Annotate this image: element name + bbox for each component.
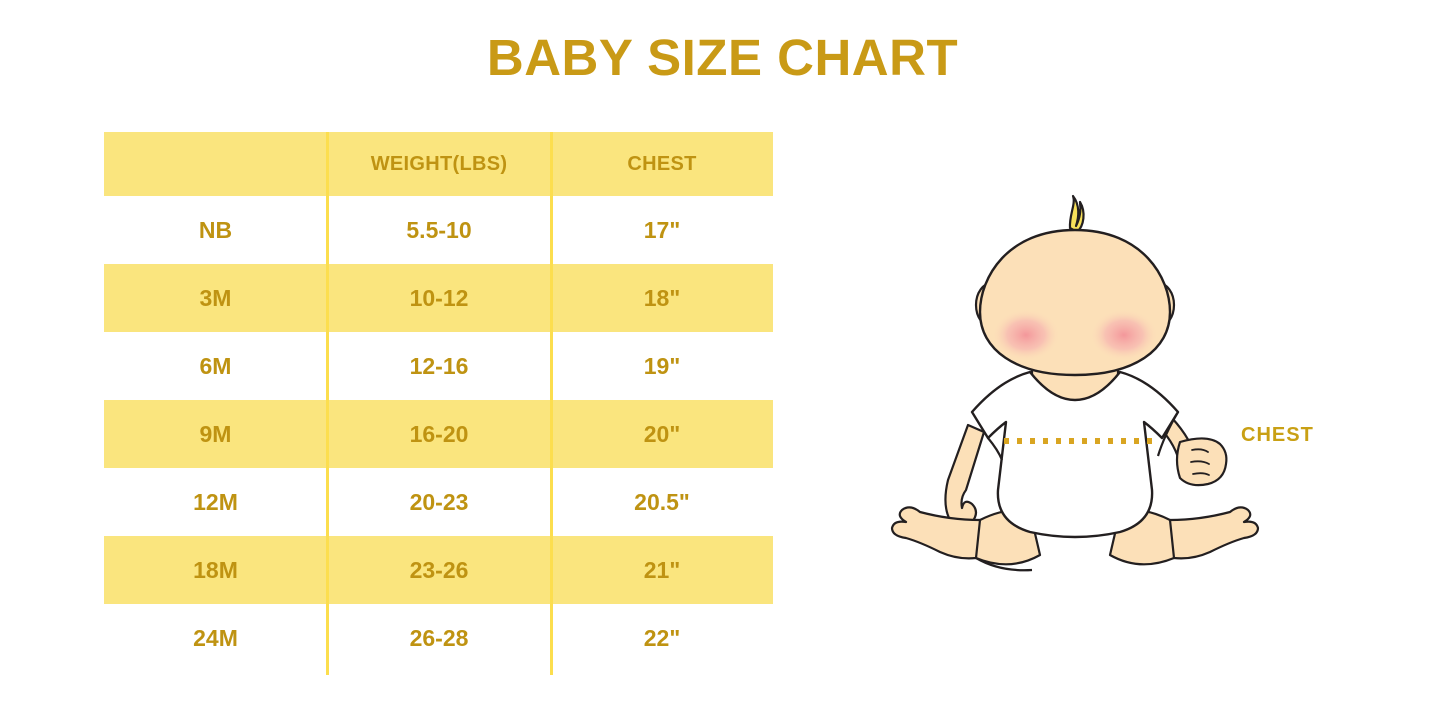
blush-right (1090, 309, 1158, 361)
cell-weight: 10-12 (409, 284, 469, 311)
cell-chest: 17" (643, 216, 681, 243)
table-row: 24M 26-28 22" (104, 604, 773, 672)
cell-weight: 20-23 (409, 488, 469, 515)
onesie (970, 370, 1180, 539)
cell-size: 18M (193, 556, 238, 583)
table-row: 18M 23-26 21" (104, 536, 773, 604)
hair-curl-icon (1068, 194, 1085, 234)
cell-weight: 5.5-10 (406, 216, 472, 243)
page-title: BABY SIZE CHART (486, 29, 959, 86)
table-row: NB 5.5-10 17" (104, 196, 773, 264)
baby-illustration (890, 194, 1260, 572)
left-foot (890, 506, 982, 560)
cell-size: 3M (199, 284, 232, 311)
table-column-divider-2 (550, 132, 553, 675)
header-size (104, 132, 327, 196)
table-row: 6M 12-16 19" (104, 332, 773, 400)
table-row: 9M 16-20 20" (104, 400, 773, 468)
cell-size: NB (198, 216, 233, 243)
header-chest: CHEST (627, 152, 697, 175)
onesie-right-sleeve-line (1156, 411, 1179, 457)
size-table: WEIGHT(LBS) CHEST NB 5.5-10 17" 3M 10-12… (104, 132, 773, 672)
table-header-row: WEIGHT(LBS) CHEST (104, 132, 773, 196)
cell-chest: 22" (643, 624, 681, 651)
left-leg-inner-line (975, 557, 1033, 572)
cell-chest: 21" (643, 556, 681, 583)
cell-chest: 18" (643, 284, 681, 311)
right-fist-knuckles (1190, 448, 1210, 476)
right-foot (1168, 506, 1260, 560)
cell-weight: 12-16 (409, 352, 469, 379)
cell-size: 9M (199, 420, 232, 447)
cell-size: 12M (193, 488, 238, 515)
table-body: NB 5.5-10 17" 3M 10-12 18" 6M 12-16 19" … (104, 196, 773, 672)
table-row: 3M 10-12 18" (104, 264, 773, 332)
chest-measurement-label: CHEST (1241, 424, 1314, 446)
left-arm (944, 423, 986, 528)
cell-size: 24M (193, 624, 238, 651)
blush-left (992, 309, 1060, 361)
onesie-left-sleeve-line (987, 437, 1004, 461)
header-weight: WEIGHT(LBS) (370, 152, 508, 175)
cell-weight: 23-26 (409, 556, 469, 583)
table-row: 12M 20-23 20.5" (104, 468, 773, 536)
cell-chest: 20.5" (634, 488, 690, 515)
table-head: WEIGHT(LBS) CHEST (104, 132, 773, 196)
table-column-divider-1 (326, 132, 329, 675)
cell-size: 6M (199, 352, 232, 379)
cell-chest: 20" (643, 420, 681, 447)
cell-weight: 26-28 (409, 624, 469, 651)
cell-weight: 16-20 (409, 420, 469, 447)
cell-chest: 19" (643, 352, 681, 379)
